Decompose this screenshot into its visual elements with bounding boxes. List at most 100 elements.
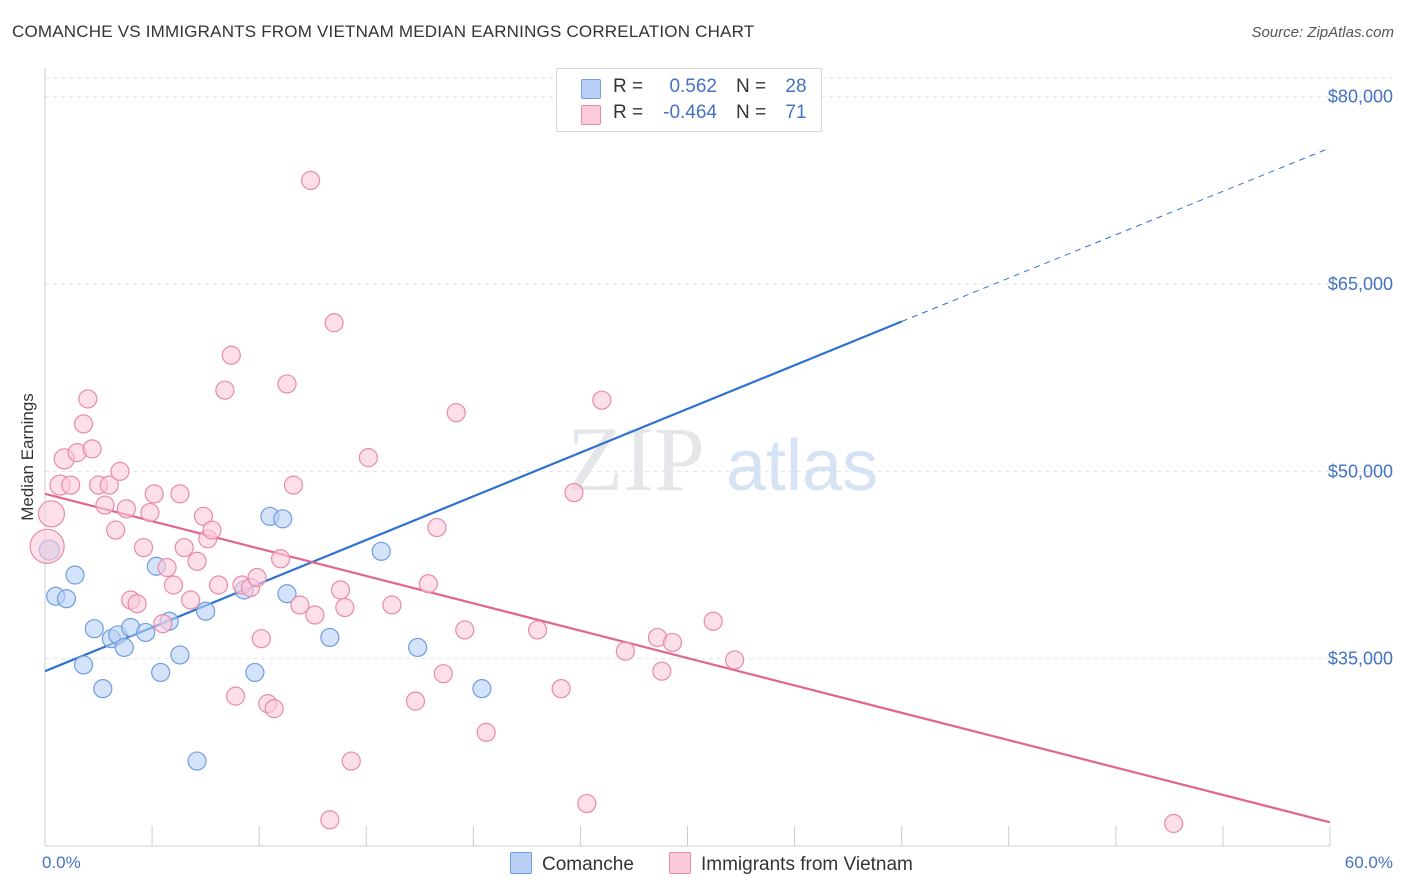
vietnam-point bbox=[264, 699, 284, 719]
series-name-vietnam: Immigrants from Vietnam bbox=[701, 854, 913, 875]
legend-r-label: R = bbox=[613, 76, 644, 97]
chart-title: COMANCHE VS IMMIGRANTS FROM VIETNAM MEDI… bbox=[12, 22, 755, 41]
vietnam-point bbox=[37, 500, 66, 528]
legend-swatch-comanche bbox=[581, 79, 601, 99]
vietnam-point bbox=[116, 499, 136, 519]
vietnam-point bbox=[127, 594, 147, 614]
grid bbox=[45, 77, 1392, 660]
comanche-point bbox=[187, 751, 207, 771]
vietnam-point bbox=[527, 620, 548, 640]
comanche-point bbox=[196, 601, 216, 621]
vietnam-point bbox=[335, 597, 355, 618]
vietnam-point bbox=[61, 475, 81, 495]
comanche-point bbox=[277, 584, 297, 604]
vietnam-point bbox=[221, 345, 241, 365]
vietnam-point bbox=[163, 575, 184, 595]
vietnam-point bbox=[577, 793, 597, 814]
comanche-point bbox=[84, 619, 104, 639]
vietnam-point bbox=[82, 439, 102, 459]
series-legend-vietnam: Immigrants from Vietnam bbox=[669, 852, 913, 876]
vietnam-point bbox=[78, 389, 98, 409]
vietnam-point bbox=[144, 484, 164, 504]
comanche-point bbox=[472, 679, 492, 699]
vietnam-point bbox=[157, 557, 177, 578]
vietnam-point bbox=[324, 313, 344, 333]
vietnam-point bbox=[110, 461, 130, 481]
y-tick-label: $65,000 bbox=[1328, 274, 1393, 294]
vietnam-point bbox=[592, 390, 612, 410]
x-tick-label-max: 60.0% bbox=[1345, 853, 1393, 872]
legend-r-value: 0.562 bbox=[669, 76, 717, 97]
vietnam-point bbox=[202, 520, 222, 540]
trend-lines bbox=[44, 147, 1331, 824]
vietnam-point bbox=[615, 641, 635, 661]
vietnam-point bbox=[153, 614, 173, 634]
vietnam-point bbox=[226, 686, 246, 706]
vietnam-point bbox=[73, 414, 94, 434]
vietnam-point bbox=[277, 374, 297, 394]
vietnam-point bbox=[418, 574, 438, 594]
series-swatch-comanche bbox=[510, 852, 532, 874]
comanche-point bbox=[136, 622, 156, 643]
vietnam-point bbox=[476, 722, 496, 742]
source-credit: Source: ZipAtlas.com bbox=[1251, 24, 1394, 41]
comanche-trend-extension bbox=[901, 147, 1331, 322]
vietnam-point bbox=[433, 664, 453, 684]
vietnam-point bbox=[187, 551, 207, 571]
legend-r-value: -0.464 bbox=[663, 102, 717, 123]
vietnam-point bbox=[703, 611, 723, 631]
legend-n-value: 28 bbox=[785, 76, 807, 97]
vietnam-point bbox=[652, 661, 672, 681]
vietnam-point bbox=[106, 520, 126, 540]
vietnam-point bbox=[564, 482, 584, 503]
vietnam-point bbox=[551, 679, 571, 699]
comanche-point bbox=[65, 565, 85, 585]
legend-n-label: N = bbox=[736, 76, 767, 97]
comanche-point bbox=[151, 662, 171, 683]
data-points bbox=[29, 112, 1184, 834]
comanche-trend-line bbox=[44, 320, 903, 673]
comanche-point bbox=[320, 627, 340, 648]
vietnam-point bbox=[29, 528, 65, 564]
vietnam-point bbox=[341, 751, 361, 771]
vietnam-point bbox=[662, 632, 683, 653]
comanche-point bbox=[245, 662, 265, 683]
y-tick-label: $35,000 bbox=[1328, 649, 1393, 669]
comanche-point bbox=[93, 679, 113, 699]
vietnam-trend-line bbox=[44, 492, 1331, 824]
axes bbox=[44, 68, 1331, 847]
legend-n-label: N = bbox=[736, 102, 767, 123]
vietnam-point bbox=[1164, 813, 1184, 834]
legend-swatch-vietnam bbox=[581, 105, 601, 125]
vietnam-point bbox=[330, 580, 351, 600]
vietnam-point bbox=[181, 590, 201, 610]
y-axis-label: Median Earnings bbox=[18, 393, 37, 521]
vietnam-point bbox=[95, 495, 115, 515]
vietnam-point bbox=[300, 170, 321, 190]
series-swatch-vietnam bbox=[669, 852, 691, 874]
vietnam-point bbox=[133, 537, 154, 558]
vietnam-point bbox=[174, 537, 194, 558]
comanche-point bbox=[273, 509, 293, 529]
vietnam-point bbox=[215, 380, 235, 400]
correlation-legend: R = 0.562 N = 28 R = -0.464 N = 71 bbox=[556, 68, 822, 132]
watermark-zip: ZIP bbox=[567, 408, 705, 510]
vietnam-point bbox=[99, 475, 119, 495]
vietnam-point bbox=[193, 506, 214, 526]
comanche-point bbox=[56, 589, 77, 609]
comanche-point bbox=[371, 541, 391, 561]
watermark: ZIP atlas bbox=[567, 408, 878, 510]
vietnam-point bbox=[208, 575, 229, 595]
vietnam-point bbox=[427, 517, 447, 538]
vietnam-point bbox=[140, 502, 160, 523]
comanche-point bbox=[114, 637, 134, 658]
vietnam-point bbox=[455, 620, 475, 640]
y-tick-label: $80,000 bbox=[1328, 87, 1393, 107]
watermark-atlas: atlas bbox=[726, 426, 878, 506]
comanche-point bbox=[170, 645, 190, 665]
vietnam-point bbox=[405, 691, 426, 711]
vietnam-point bbox=[283, 475, 304, 495]
comanche-point bbox=[73, 655, 94, 675]
legend-n-value: 71 bbox=[785, 102, 807, 123]
